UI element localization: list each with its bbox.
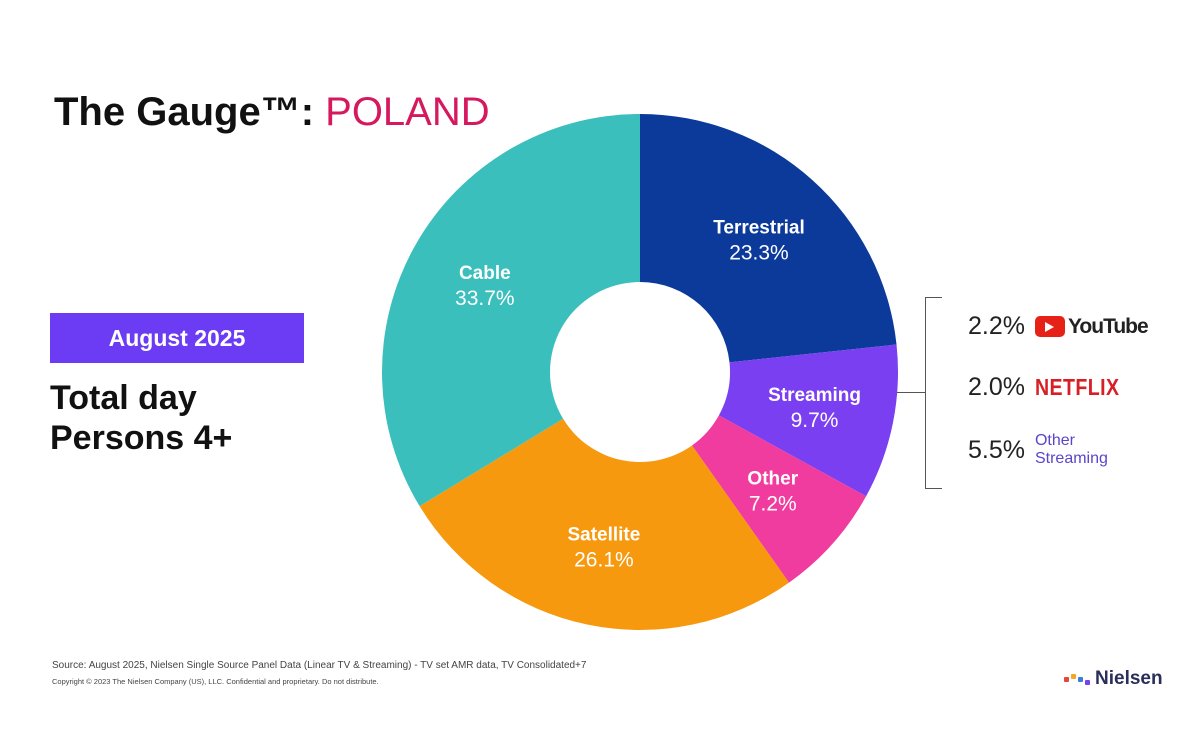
slice-value-streaming: 9.7%: [791, 409, 839, 432]
slice-value-satellite: 26.1%: [574, 548, 634, 571]
nielsen-logo: Nielsen: [1064, 668, 1163, 690]
slice-value-terrestrial: 23.3%: [729, 242, 789, 265]
title-country: POLAND: [325, 90, 490, 134]
slice-label-streaming: Streaming: [768, 385, 861, 406]
youtube-logo: YouTube: [1034, 314, 1149, 339]
breakdown-youtube: 2.2% YouTube: [968, 312, 1149, 341]
source-note: Source: August 2025, Nielsen Single Sour…: [52, 660, 587, 671]
slice-terrestrial: [640, 114, 897, 363]
page-title: The Gauge™: POLAND: [54, 90, 490, 135]
youtube-value: 2.2%: [968, 312, 1025, 340]
youtube-wordmark: YouTube: [1067, 314, 1149, 338]
date-badge: August 2025: [50, 313, 304, 363]
slice-value-cable: 33.7%: [455, 287, 515, 310]
other-streaming-value: 5.5%: [968, 435, 1025, 464]
slice-streaming: [718, 344, 898, 497]
subtitle-daypart: Total day: [50, 379, 197, 417]
slice-label-terrestrial: Terrestrial: [713, 218, 805, 239]
slice-label-cable: Cable: [459, 263, 511, 284]
slice-label-satellite: Satellite: [567, 524, 640, 545]
slice-label-other: Other: [747, 469, 798, 490]
streaming-bracket: [925, 297, 942, 489]
nielsen-mark-icon: [1064, 673, 1090, 685]
slice-satellite: [419, 418, 790, 630]
breakdown-netflix: 2.0% NETFLIX: [968, 373, 1134, 402]
other-streaming-label: Other Streaming: [1034, 432, 1108, 467]
subtitle-audience: Persons 4+: [50, 419, 233, 457]
breakdown-other-streaming: 5.5% Other Streaming: [968, 432, 1108, 468]
streaming-bracket-connector: [897, 392, 925, 393]
audience-subtitle: Total day Persons 4+: [50, 378, 232, 458]
netflix-value: 2.0%: [968, 373, 1025, 401]
youtube-play-icon: [1034, 316, 1065, 337]
nielsen-wordmark: Nielsen: [1095, 668, 1163, 689]
slice-value-other: 7.2%: [749, 493, 797, 516]
netflix-logo: NETFLIX: [1034, 374, 1120, 400]
slice-other: [691, 415, 867, 583]
copyright-note: Copyright © 2023 The Nielsen Company (US…: [52, 677, 379, 686]
slice-cable: [382, 114, 640, 507]
title-prefix: The Gauge™:: [54, 90, 326, 134]
